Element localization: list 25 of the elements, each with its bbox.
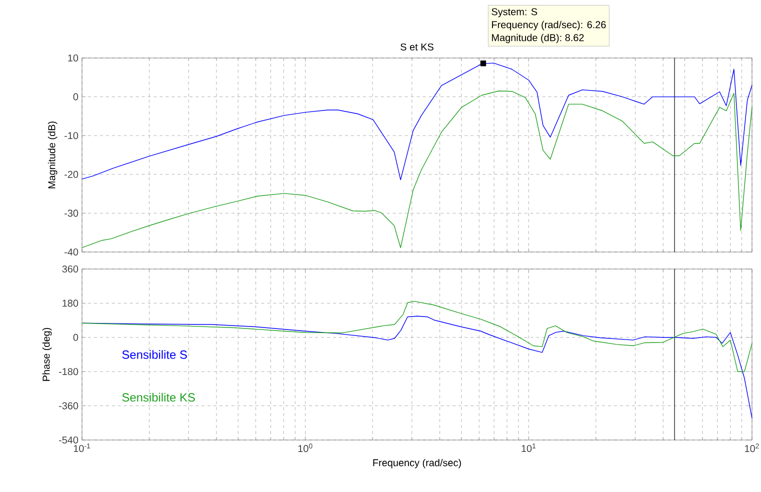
y-tick-label: -540 [58,436,78,444]
x-tick-label: 10$^{0}$ [298,444,312,452]
y-tick-label: -20 [64,170,78,178]
text: Sensibilite KS [122,392,195,402]
y-tick-label: -40 [64,248,78,256]
y-tick-label: 0 [73,93,78,100]
y-tick-label: 180 [62,300,78,307]
text: Sensibilite S [122,350,187,359]
x-tick-label: 10$^{-1}$ [74,444,90,452]
y-axis-title: Phase (deg) [42,328,52,381]
y-tick-label: 360 [62,265,78,273]
x-tick-label: 10$^{1}$ [522,444,536,452]
y-tick-label: 10 [68,54,78,62]
y-tick-label: -10 [64,132,78,140]
text: Frequency (rad/sec): 6.26 [492,20,606,30]
chart-title: S et KS [400,43,434,50]
y-axis-title: Magnitude (dB) [48,122,58,188]
y-tick-label: -180 [58,368,78,376]
y-tick-label: -30 [64,210,78,217]
y-tick-label: 0 [73,334,78,341]
text: Magnitude (dB): 8.62 [492,34,584,44]
x-tick-label: 10$^{2}$ [745,444,759,452]
x-axis-title: Frequency (rad/sec) [373,458,461,468]
y-tick-label: -360 [58,402,78,410]
text: System: S [492,8,538,18]
